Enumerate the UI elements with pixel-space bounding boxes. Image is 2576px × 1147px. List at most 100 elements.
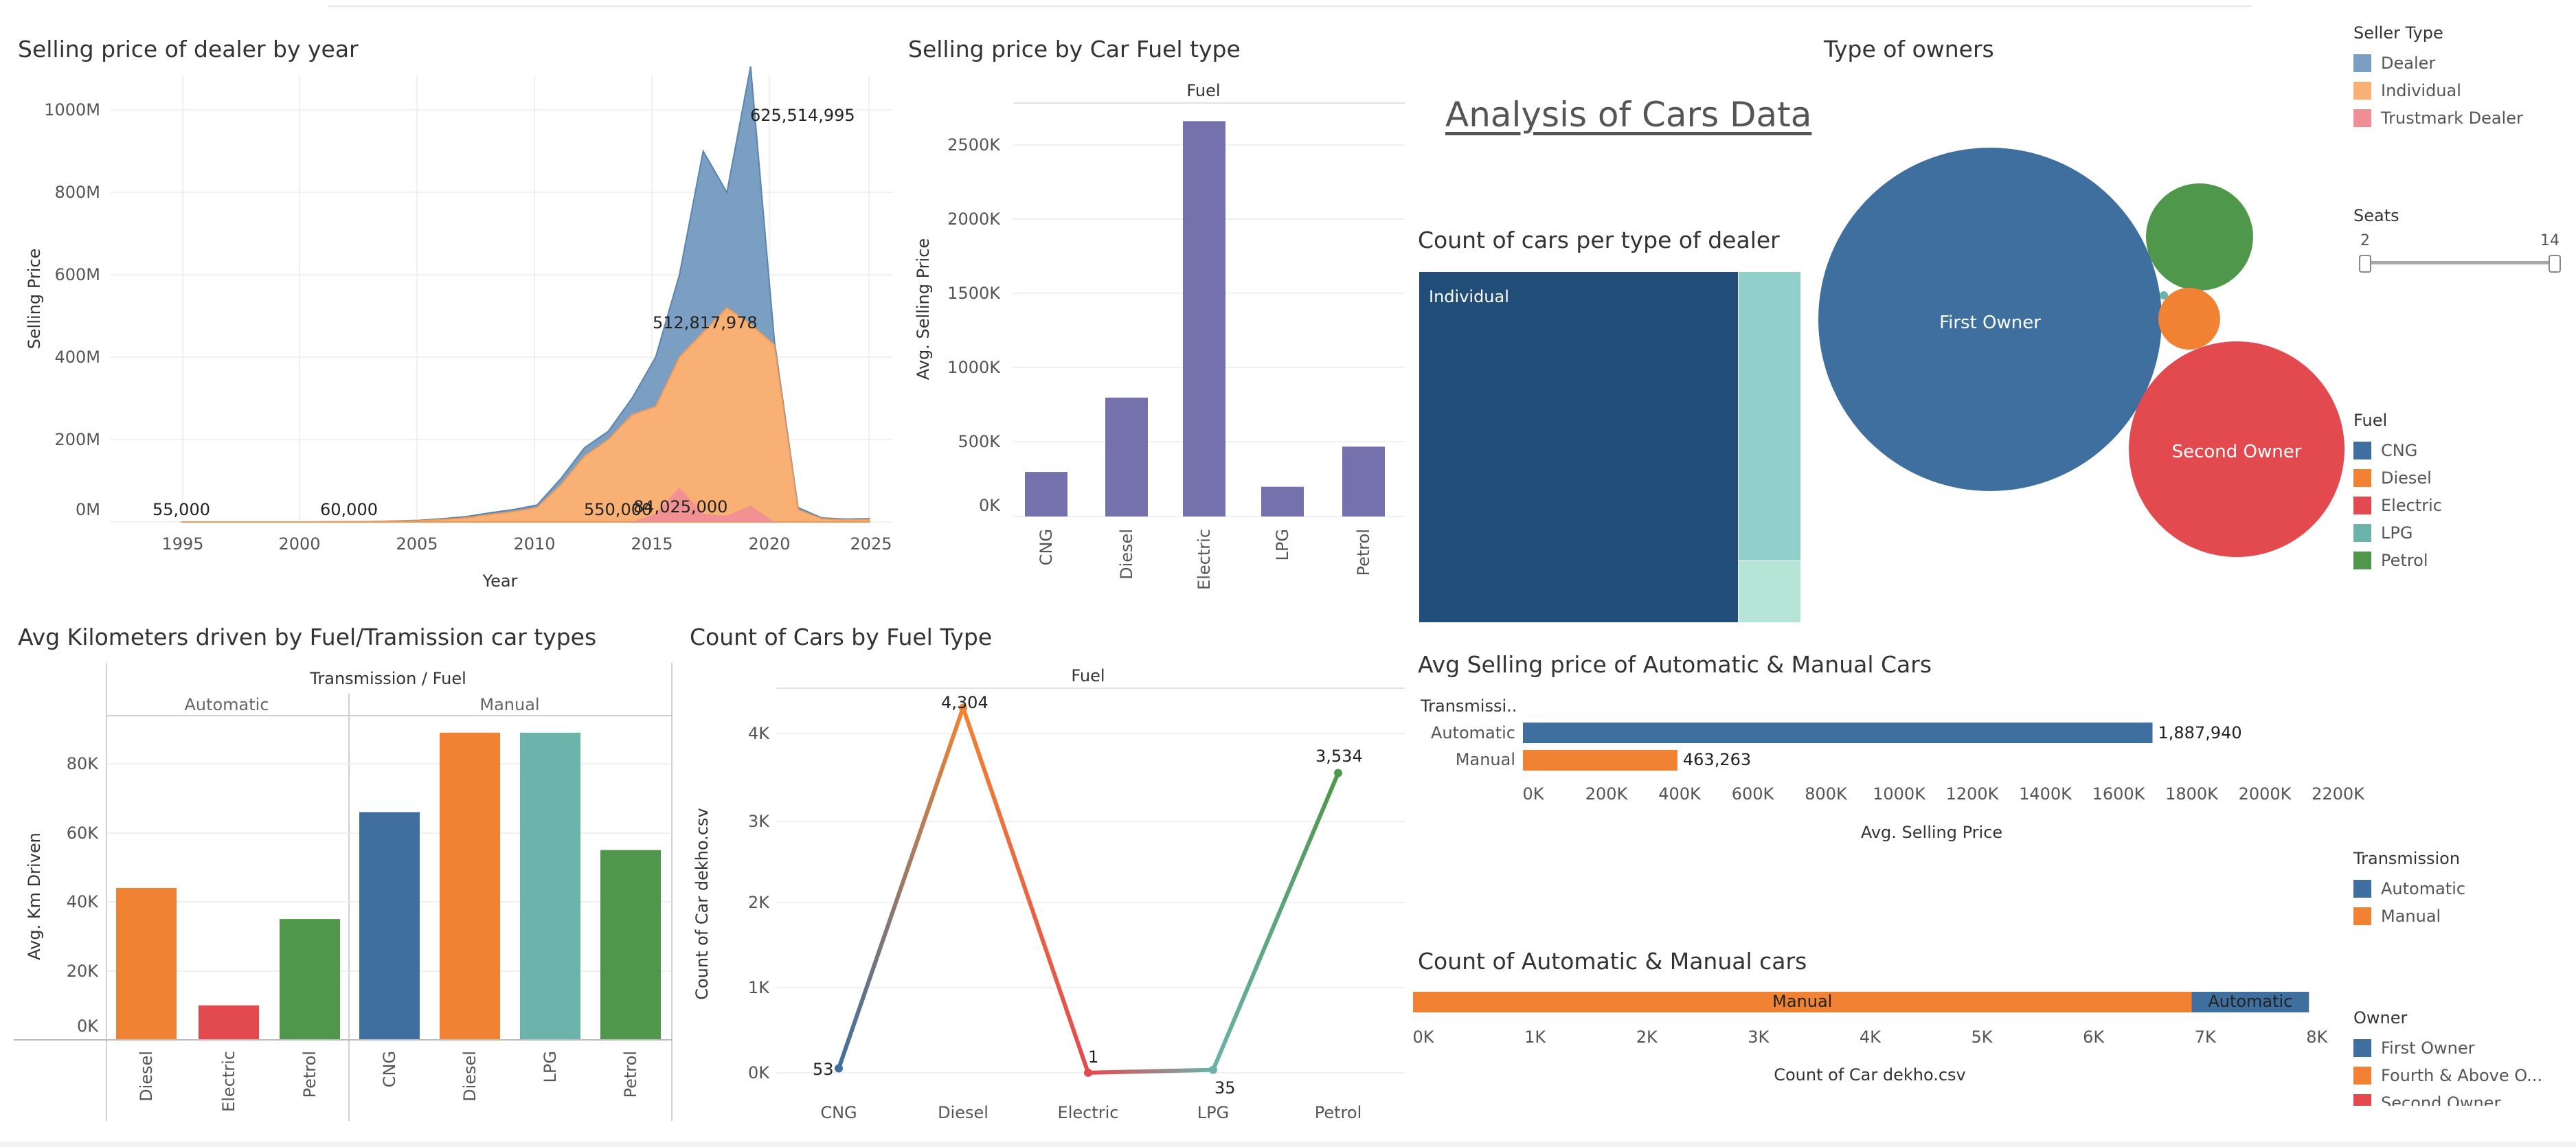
slider-track	[2364, 261, 2554, 264]
x-tick: 1995	[161, 534, 203, 554]
trans-count-bar-manual[interactable]	[1413, 992, 2192, 1012]
slider-min-handle[interactable]	[2359, 255, 2371, 273]
legend-item-diesel[interactable]: Diesel	[2353, 464, 2442, 492]
km-bar-automatic-electric[interactable]	[199, 1005, 259, 1040]
owners-chart-title: Type of owners	[1824, 36, 1994, 63]
bubble-label-first-owner: First Owner	[1939, 313, 2041, 333]
owners-bubble-chart[interactable]: First Owner Second Owner	[1807, 137, 2349, 563]
trans-price-chart[interactable]: Transmissi.. Automatic Manual 1,887,940 …	[1415, 687, 2365, 852]
y-tick: 20K	[67, 962, 100, 981]
dealer-treemap[interactable]: Individual	[1415, 268, 1807, 625]
fuel-count-line-chart[interactable]: Fuel 4K 3K 2K 1K 0K Count of Car dekho.c…	[680, 659, 1415, 1133]
slider-max-handle[interactable]	[2549, 255, 2561, 273]
bubble-second-owner[interactable]	[2129, 341, 2345, 557]
x-tick: 0K	[1522, 784, 1544, 804]
legend-item-trustmark[interactable]: Trustmark Dealer	[2353, 104, 2523, 132]
legend-item-individual[interactable]: Individual	[2353, 77, 2523, 104]
legend-item-lpg[interactable]: LPG	[2353, 519, 2442, 547]
legend-item-fourth-owner[interactable]: Fourth & Above O...	[2353, 1062, 2573, 1089]
x-tick: CNG	[1037, 529, 1056, 565]
point-diesel[interactable]	[959, 703, 967, 712]
x-tick: Diesel	[938, 1103, 988, 1122]
bubble-lpg[interactable]	[2160, 291, 2168, 299]
bubble-diesel[interactable]	[2158, 288, 2220, 350]
point-label: 53	[813, 1060, 834, 1079]
x-tick: Petrol	[621, 1051, 640, 1098]
km-chart-title: Avg Kilometers driven by Fuel/Tramission…	[18, 624, 597, 650]
legend-item-electric[interactable]: Electric	[2353, 492, 2442, 519]
bubble-petrol[interactable]	[2146, 183, 2253, 291]
legend-item-automatic[interactable]: Automatic	[2353, 875, 2465, 902]
area-chart[interactable]: 1000M 800M 600M 400M 200M 0M 1995 2000 2…	[0, 66, 907, 598]
y-tick: 600M	[54, 265, 100, 284]
area-series-individual[interactable]	[181, 306, 870, 523]
x-tick: Electric	[219, 1051, 238, 1112]
km-frame	[106, 663, 673, 1121]
point-cng[interactable]	[835, 1064, 843, 1073]
km-driven-chart[interactable]: Transmission / Fuel Automatic Manual 80K…	[0, 659, 680, 1126]
fuel-price-bar-petrol[interactable]	[1342, 446, 1385, 516]
legend-owner: Owner First Owner Fourth & Above O... Se…	[2353, 1008, 2573, 1106]
legend-item-dealer[interactable]: Dealer	[2353, 49, 2523, 77]
point-electric[interactable]	[1084, 1068, 1092, 1077]
legend-seller-type: Seller Type Dealer Individual Trustmark …	[2353, 23, 2523, 132]
x-tick: 600K	[1732, 784, 1775, 804]
seats-filter: Seats 2 14	[2353, 206, 2561, 273]
x-tick: 6K	[2083, 1027, 2105, 1047]
area-series-trustmark[interactable]	[181, 487, 870, 522]
km-bar-manual-cng[interactable]	[359, 812, 420, 1040]
fuel-price-bar-lpg[interactable]	[1261, 486, 1304, 516]
trans-count-chart[interactable]: Manual Automatic 0K 1K 2K 3K 4K 5K 6K 7K 8K Coun…	[1408, 982, 2329, 1092]
fuel-price-bar-electric[interactable]	[1183, 121, 1225, 517]
y-tick: 1000K	[947, 358, 1001, 377]
km-bar-manual-petrol[interactable]	[600, 850, 661, 1040]
point-lpg[interactable]	[1209, 1065, 1217, 1074]
swatch	[2353, 1039, 2371, 1057]
y-tick: 60K	[67, 824, 100, 843]
trans-price-chart-title: Avg Selling price of Automatic & Manual …	[1418, 651, 1932, 678]
point-label: 3,534	[1315, 747, 1363, 766]
fuel-price-chart[interactable]: Fuel 2500K 2000K 1500K 1000K 500K 0K Avg…	[893, 76, 1415, 590]
point-label: 4,304	[941, 693, 988, 712]
data-label: 60,000	[320, 500, 378, 519]
swatch	[2353, 1094, 2371, 1106]
swatch	[2353, 109, 2371, 127]
fuel-price-header: Fuel	[1186, 81, 1220, 100]
x-tick: 5K	[1971, 1027, 1993, 1047]
trans-count-bar-automatic[interactable]	[2191, 992, 2309, 1012]
km-bar-manual-diesel[interactable]	[440, 732, 500, 1040]
point-petrol[interactable]	[1334, 769, 1342, 777]
fuel-price-bar-cng[interactable]	[1025, 472, 1067, 516]
bubble-first-owner[interactable]	[1818, 148, 2162, 491]
swatch	[2353, 442, 2371, 459]
count-y-ticks: 4K 3K 2K 1K 0K	[748, 724, 770, 1082]
x-tick: LPG	[1273, 529, 1292, 560]
trans-price-bar-automatic[interactable]	[1523, 723, 2153, 743]
x-tick: 3K	[1748, 1027, 1770, 1047]
treemap-cell-trustmark[interactable]	[1739, 561, 1800, 622]
legend-item-second-owner[interactable]: Second Owner	[2353, 1089, 2573, 1106]
top-divider	[328, 5, 2252, 7]
legend-label: Electric	[2381, 496, 2442, 515]
treemap-cell-dealer[interactable]	[1739, 272, 1800, 560]
trans-price-bar-manual[interactable]	[1523, 750, 1677, 771]
data-label: 625,514,995	[750, 106, 855, 125]
count-ylabel: Count of Car dekho.csv	[692, 808, 712, 1000]
data-label: 550,000	[584, 500, 652, 519]
x-tick: 2000K	[2239, 784, 2292, 804]
legend-item-cng[interactable]: CNG	[2353, 437, 2442, 464]
seats-slider[interactable]: 2 14	[2353, 232, 2561, 273]
x-tick: Diesel	[1117, 529, 1136, 580]
km-bar-automatic-petrol[interactable]	[280, 919, 340, 1040]
km-bar-manual-lpg[interactable]	[520, 732, 580, 1040]
treemap-cell-individual[interactable]	[1419, 272, 1738, 622]
km-bar-automatic-diesel[interactable]	[116, 887, 177, 1040]
legend-item-petrol[interactable]: Petrol	[2353, 547, 2442, 574]
legend-item-first-owner[interactable]: First Owner	[2353, 1034, 2573, 1062]
legend-label: Trustmark Dealer	[2381, 109, 2523, 128]
legend-item-manual[interactable]: Manual	[2353, 902, 2465, 930]
x-tick: Electric	[1058, 1103, 1119, 1122]
km-bars	[116, 732, 661, 1040]
y-tick: 1K	[748, 978, 770, 997]
fuel-price-bar-diesel[interactable]	[1105, 397, 1148, 516]
